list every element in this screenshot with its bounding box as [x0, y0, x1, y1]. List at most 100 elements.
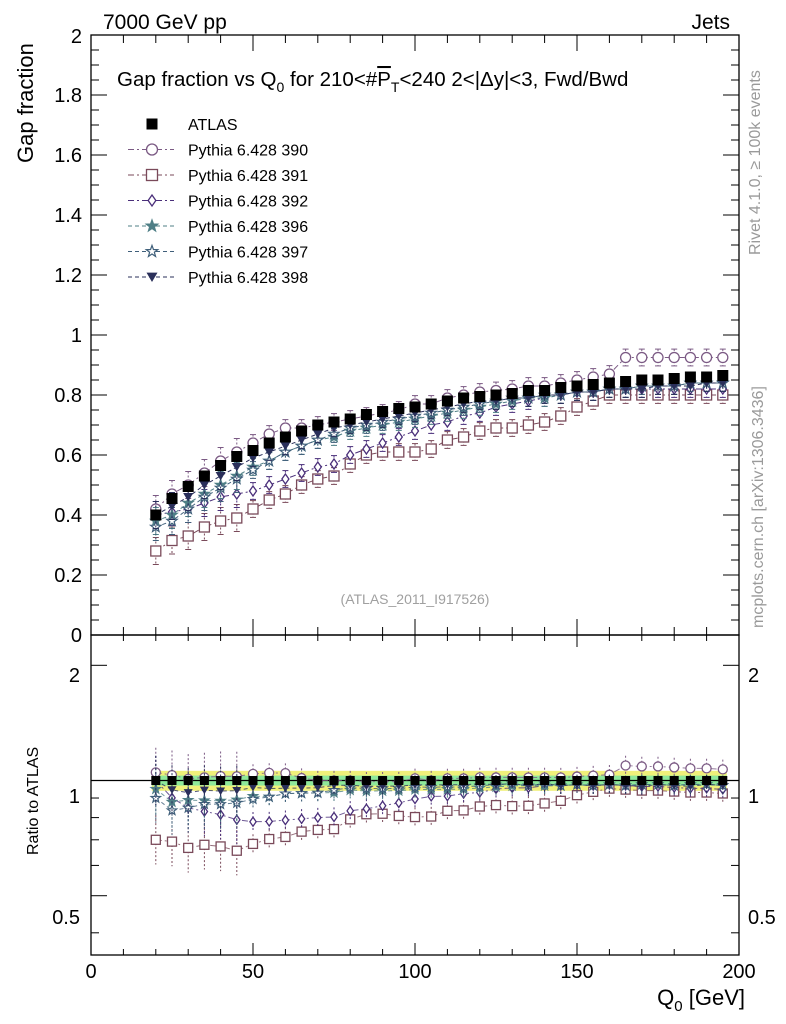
- point-marker: [328, 470, 340, 482]
- point-marker: [345, 776, 355, 786]
- legend-entry: Pythia 6.428 390: [128, 143, 308, 160]
- point-marker: [166, 493, 178, 504]
- point-marker: [442, 776, 452, 786]
- point-marker: [279, 488, 292, 500]
- point-marker: [183, 789, 193, 797]
- point-marker: [165, 513, 179, 527]
- point-marker: [393, 403, 405, 414]
- point-marker: [669, 776, 679, 786]
- point-marker: [409, 446, 421, 458]
- legend-entry: Pythia 6.428 392: [128, 194, 308, 211]
- point-marker: [588, 776, 598, 786]
- y-tick-label: 0.4: [54, 505, 82, 527]
- point-marker: [329, 776, 339, 786]
- point-marker: [183, 842, 194, 854]
- point-marker: [378, 436, 387, 450]
- point-marker: [394, 430, 404, 444]
- point-marker: [684, 351, 697, 364]
- point-marker: [457, 431, 470, 443]
- point-marker: [248, 454, 258, 463]
- point-marker: [151, 776, 161, 786]
- point-marker: [231, 463, 242, 472]
- point-marker: [280, 776, 290, 786]
- point-marker: [362, 442, 371, 456]
- point-marker: [701, 371, 713, 383]
- point-marker: [394, 797, 403, 809]
- ratio-tick-label: 1: [748, 786, 759, 808]
- point-marker: [393, 446, 405, 458]
- point-marker: [297, 813, 306, 825]
- point-marker: [360, 409, 372, 420]
- legend-entry: Pythia 6.428 396: [128, 218, 308, 236]
- point-marker: [717, 351, 729, 364]
- point-marker: [296, 826, 307, 837]
- x-tick-label: 50: [242, 961, 264, 983]
- x-tick-label: 150: [560, 961, 593, 983]
- point-marker: [539, 385, 551, 396]
- y-tick-label: 0.6: [54, 445, 82, 467]
- point-marker: [265, 815, 274, 828]
- point-marker: [410, 424, 420, 438]
- point-marker: [441, 434, 454, 446]
- ratio-tick-label: 2: [69, 665, 80, 687]
- point-marker: [263, 437, 275, 449]
- point-marker: [506, 422, 518, 434]
- point-marker: [506, 388, 518, 399]
- point-marker: [458, 805, 469, 816]
- y-tick-label: 0: [71, 625, 82, 647]
- series-line: [155, 394, 723, 552]
- point-marker: [378, 800, 387, 812]
- y-tick-label: 1: [71, 325, 82, 347]
- ratio-tick-label: 1: [69, 786, 80, 808]
- legend-label: Pythia 6.428 396: [188, 219, 308, 236]
- point-marker: [167, 502, 177, 511]
- point-marker: [474, 425, 486, 437]
- point-marker: [555, 410, 567, 422]
- point-marker: [281, 472, 290, 486]
- point-marker: [313, 460, 323, 474]
- point-marker: [394, 776, 404, 786]
- point-marker: [572, 776, 582, 786]
- point-marker: [377, 406, 389, 417]
- point-marker: [199, 786, 209, 795]
- series-ATLAS: [150, 370, 729, 521]
- x-axis-label: Q0 [GeV]: [657, 985, 745, 1015]
- point-marker: [571, 790, 583, 801]
- point-marker: [619, 351, 632, 364]
- y-tick-label: 1.6: [54, 145, 82, 167]
- point-marker: [571, 380, 583, 392]
- point-marker: [183, 493, 194, 502]
- header-left: 7000 GeV pp: [103, 11, 227, 34]
- point-marker: [264, 784, 274, 793]
- point-marker: [685, 382, 696, 391]
- point-marker: [295, 479, 308, 491]
- series-line: [155, 382, 723, 516]
- y-tick-label: 0.8: [54, 385, 82, 407]
- point-marker: [264, 478, 274, 492]
- point-marker: [717, 379, 728, 388]
- point-marker: [264, 776, 274, 786]
- point-marker: [248, 484, 258, 498]
- point-marker: [491, 776, 501, 786]
- point-marker: [555, 382, 567, 393]
- point-marker: [378, 776, 388, 786]
- point-marker: [150, 834, 161, 845]
- y-axis-label: Gap fraction: [13, 43, 38, 163]
- point-marker: [490, 799, 502, 811]
- point-marker: [264, 833, 275, 845]
- point-marker: [426, 811, 437, 822]
- ratio-data-marks: [149, 747, 730, 876]
- point-marker: [216, 787, 226, 796]
- point-marker: [410, 776, 420, 786]
- point-marker: [409, 401, 421, 413]
- point-marker: [685, 763, 696, 774]
- ratio-tick-label: 0.5: [52, 907, 80, 929]
- y-tick-label: 0.2: [54, 565, 82, 587]
- point-marker: [231, 512, 243, 524]
- point-marker: [232, 776, 242, 786]
- point-marker: [620, 760, 631, 771]
- point-marker: [145, 143, 159, 156]
- point-marker: [522, 419, 535, 431]
- point-marker: [313, 776, 323, 786]
- main-y-tick-labels: 0 0.2 0.4 0.6 0.8 1 1.2 1.4 1.6 1.8 2: [54, 26, 82, 647]
